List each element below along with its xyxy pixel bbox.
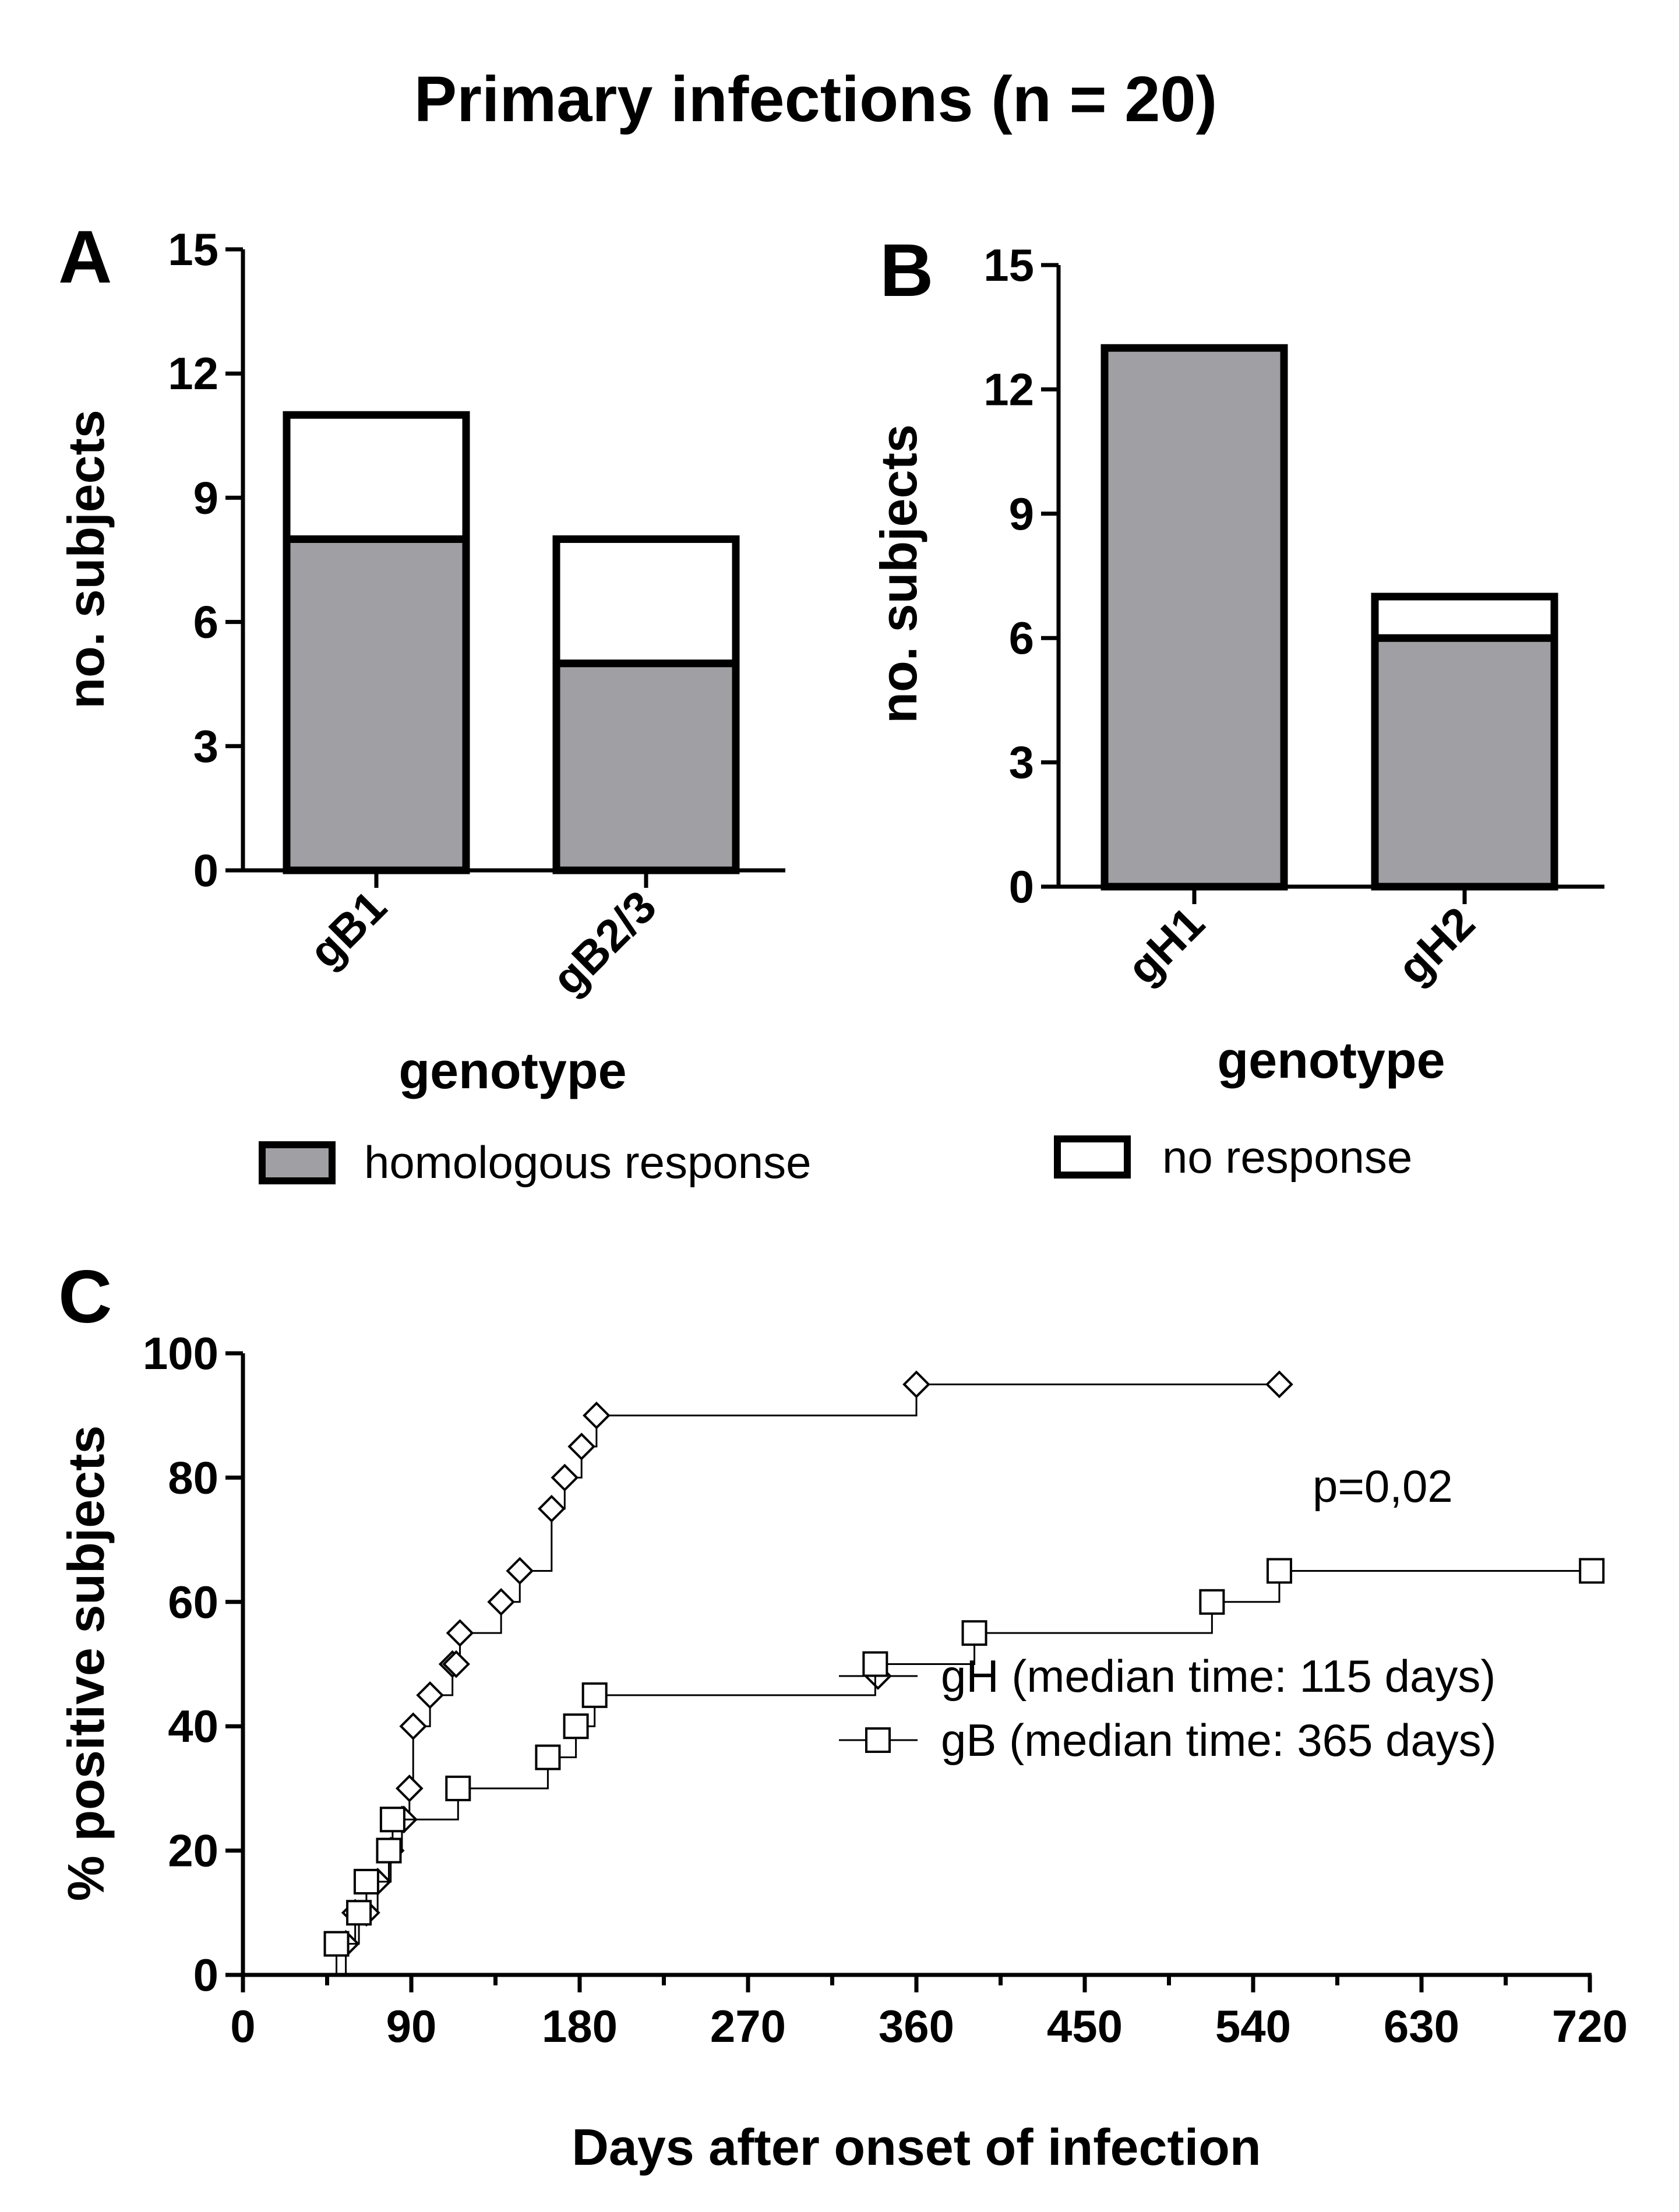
x-tick-label: 360 [879,2001,954,2052]
x-axis-title: genotype [398,1042,626,1099]
x-tick-label: 0 [230,2001,255,2052]
data-point-gb [1199,1589,1225,1615]
y-tick-label: 12 [983,364,1034,415]
data-point-gh [416,1681,444,1709]
legend-marker-gb [865,1727,891,1753]
y-axis-title: % positive subjects [57,1426,115,1901]
data-point-gb [445,1775,471,1801]
x-axis-title: genotype [1217,1031,1445,1089]
x-tick-label: 270 [710,2001,786,2052]
legend-swatch-no-response [1054,1135,1131,1179]
bar-legend: homologous response no response [259,1131,1412,1188]
x-tick-label: 540 [1215,2001,1291,2052]
y-tick-label: 6 [193,597,218,648]
data-point-gh [487,1587,515,1616]
bar-gh2-homologous [1371,634,1558,891]
data-point-gb [353,1868,379,1895]
y-tick-label: 20 [168,1825,218,1876]
y-tick-label: 3 [193,721,218,772]
legend-label-no-response: no response [1162,1131,1412,1183]
panel-label-c: C [58,1255,112,1339]
legend-swatch-homologous [259,1141,336,1184]
y-tick-label: 9 [193,472,218,523]
data-point-gh [446,1619,474,1647]
x-category-label: gB2/3 [542,881,666,1004]
bar-gb23-homologous [552,659,740,874]
x-tick-label: 450 [1047,2001,1123,2052]
y-tick-label: 60 [168,1576,218,1628]
y-tick-label: 9 [1009,488,1034,539]
data-point-gb [323,1931,350,1957]
y-tick-label: 12 [168,348,218,399]
y-tick-label: 15 [168,224,218,275]
data-point-gh [583,1401,611,1430]
panel-a-bar-chart: 0 3 6 9 12 15 gB1 gB2/3 genotype no. subjects [57,224,785,1099]
panel-b-bar-chart: 0 3 6 9 12 15 gH1 gH2 genotype no. subjects [870,239,1604,1089]
y-tick-label: 15 [983,239,1034,291]
data-point-gb [1579,1558,1605,1584]
bar-gb1-homologous [283,535,470,874]
data-point-gh [442,1650,470,1678]
data-point-gb [346,1900,372,1926]
x-tick-label: 720 [1552,2001,1628,2052]
data-point-gb [961,1620,987,1646]
y-tick-label: 100 [143,1328,218,1379]
bar-gb1-no-response [283,411,470,543]
x-tick-label: 180 [542,2001,618,2052]
x-category-label: gB1 [299,881,396,978]
data-point-gb [376,1837,402,1864]
data-point-gb [862,1651,888,1677]
x-tick-label: 90 [386,2001,437,2052]
data-point-gh [551,1463,579,1492]
figure-title: Primary infections (n = 20) [414,63,1218,135]
data-point-gb [581,1682,608,1708]
data-point-gh [567,1433,596,1460]
legend-label-gb: gB (median time: 365 days) [941,1714,1497,1766]
x-axis-title: Days after onset of infection [572,2118,1261,2176]
y-axis-title: no. subjects [870,424,927,723]
y-tick-label: 0 [1009,861,1034,912]
panel-label-b: B [880,229,933,312]
y-tick-label: 6 [1009,612,1034,664]
data-point-gh [506,1557,534,1585]
y-tick-label: 0 [193,845,218,896]
data-point-gh [1265,1370,1293,1399]
y-tick-label: 80 [168,1452,218,1503]
x-category-label: gH2 [1388,897,1484,994]
panel-label-a: A [58,216,112,299]
bar-gh2-no-response [1371,592,1558,642]
data-point-gb [563,1713,589,1740]
panel-c-line-chart: 0 20 40 60 80 100 0 90 180 270 360 450 540 630 720 Days… [57,1328,1628,2176]
data-point-gh [538,1494,566,1523]
data-point-gh [902,1370,930,1399]
data-point-gb [1266,1558,1292,1584]
legend-label-homologous: homologous response [364,1137,812,1188]
bar-gh1-homologous [1100,344,1288,891]
data-point-gb [379,1807,405,1833]
legend-label-gh: gH (median time: 115 days) [941,1650,1495,1702]
data-point-gh [399,1712,428,1741]
p-value-annotation: p=0,02 [1313,1460,1453,1512]
x-tick-label: 630 [1384,2001,1459,2052]
y-tick-label: 0 [193,1949,218,2001]
y-tick-label: 40 [168,1701,218,1752]
y-tick-label: 3 [1009,737,1034,788]
data-point-gh [395,1774,424,1802]
y-axis-title: no. subjects [57,410,115,708]
bar-gb23-no-response [552,535,740,668]
x-category-label: gH1 [1117,897,1214,994]
data-point-gb [535,1744,561,1770]
